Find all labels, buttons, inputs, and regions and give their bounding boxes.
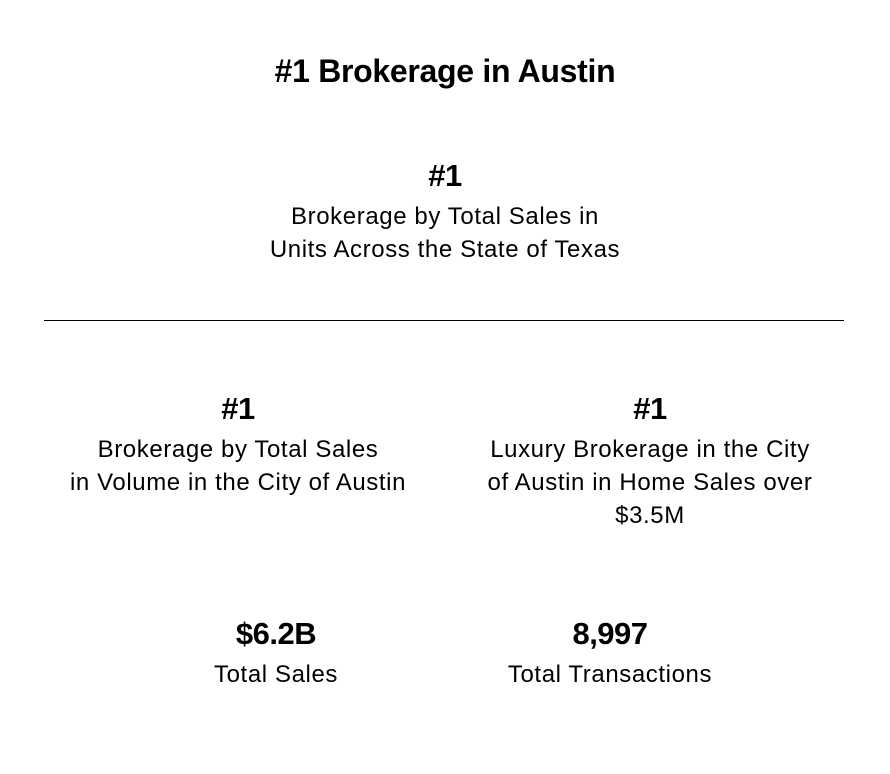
stat-value: $6.2B [235, 616, 317, 651]
stat-city-volume: #1 Brokerage by Total Sales in Volume in… [58, 389, 418, 499]
stat-value: 8,997 [572, 616, 648, 651]
stat-label: Total Transactions [507, 661, 713, 688]
stat-label: Total Sales [214, 661, 338, 688]
stat-value: #1 [633, 391, 667, 426]
stat-luxury: #1 Luxury Brokerage in the City of Austi… [470, 389, 830, 532]
section-divider [44, 320, 844, 321]
stat-state-units: #1 Brokerage by Total Sales in Units Acr… [245, 156, 645, 266]
stat-value: #1 [428, 158, 462, 193]
stat-description: Brokerage by Total Sales in Units Across… [269, 203, 621, 263]
stat-description: Luxury Brokerage in the City of Austin i… [487, 436, 813, 529]
stat-value: #1 [221, 391, 255, 426]
page-title: #1 Brokerage in Austin [274, 53, 616, 89]
stat-total-sales: $6.2B Total Sales [136, 614, 416, 691]
stat-total-transactions: 8,997 Total Transactions [470, 614, 750, 691]
stat-description: Brokerage by Total Sales in Volume in th… [69, 436, 407, 496]
